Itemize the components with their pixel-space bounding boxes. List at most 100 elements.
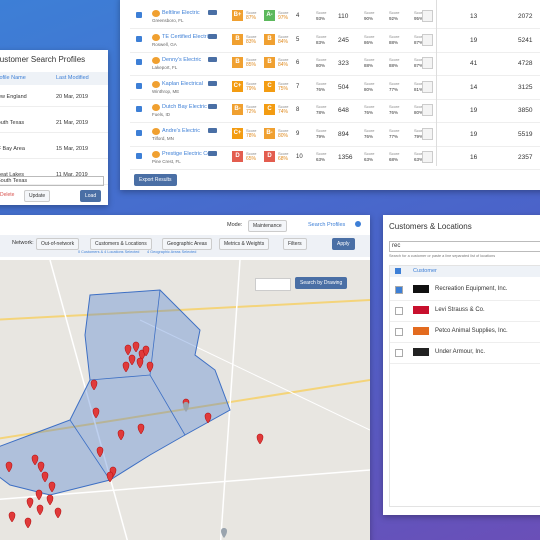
mode-select[interactable]: Maintenance bbox=[248, 220, 287, 232]
panel-title: Customers & Locations bbox=[389, 222, 472, 231]
score-label: Score bbox=[414, 57, 425, 62]
row-checkbox[interactable] bbox=[136, 59, 142, 65]
profile-name[interactable]: Great Lakes bbox=[0, 172, 24, 178]
score-label: Score bbox=[389, 33, 400, 39]
network-label: Network: bbox=[12, 240, 34, 246]
row-checkbox[interactable] bbox=[136, 12, 142, 18]
row-divider bbox=[0, 184, 108, 185]
company-name[interactable]: Prestige Electric Co bbox=[162, 151, 211, 157]
company-name[interactable]: Andre's Electric bbox=[162, 127, 201, 134]
column-header: Profile Name bbox=[0, 75, 26, 81]
metric-value: 14 bbox=[470, 83, 478, 91]
draw-button[interactable]: Search by Drawing bbox=[295, 277, 348, 289]
map-canvas[interactable] bbox=[0, 259, 370, 540]
company-name[interactable]: Denny's Electric bbox=[162, 57, 202, 63]
score-percent: 88% bbox=[364, 63, 374, 68]
company-logo bbox=[152, 104, 160, 111]
company-city: Fuels, ID bbox=[152, 112, 171, 117]
toolbar-button[interactable]: Apply bbox=[332, 238, 355, 250]
customer-logo bbox=[413, 348, 429, 356]
score-percent: 79% bbox=[414, 133, 424, 139]
location-pin bbox=[54, 507, 62, 519]
profile-name[interactable]: New England bbox=[0, 94, 27, 100]
row-divider bbox=[130, 145, 540, 147]
score-value: 84% bbox=[278, 38, 289, 45]
row-checkbox[interactable] bbox=[136, 82, 142, 89]
location-pin bbox=[96, 446, 104, 458]
score-label: Score bbox=[316, 104, 327, 109]
profiles-panel: Customer Search Profiles Profile Name Last… bbox=[0, 50, 108, 205]
network-select[interactable]: Out-of-network bbox=[36, 238, 80, 250]
score-percent: 83% bbox=[316, 39, 326, 45]
location-pin bbox=[8, 511, 16, 523]
row-checkbox[interactable] bbox=[395, 349, 403, 357]
toolbar-button[interactable]: Geographic Areas bbox=[162, 238, 213, 250]
score-label: Score bbox=[364, 151, 375, 156]
score-value: 74% bbox=[278, 109, 289, 115]
metric-value: 16 bbox=[470, 154, 478, 161]
company-logo bbox=[152, 57, 160, 64]
score-percent: 68% bbox=[389, 157, 399, 162]
row-checkbox[interactable] bbox=[395, 286, 403, 294]
utility-icon bbox=[422, 104, 433, 116]
row-checkbox[interactable] bbox=[136, 153, 142, 159]
company-name[interactable]: TE Certified Electric bbox=[162, 33, 211, 40]
toolbar-button[interactable]: Filters bbox=[283, 238, 307, 250]
utility-icon bbox=[422, 151, 433, 163]
location-pin bbox=[132, 341, 140, 353]
row-checkbox[interactable] bbox=[136, 129, 142, 136]
results-panel: Beltline Electric Greensboro, FL B+ Score 87… bbox=[120, 0, 540, 190]
zoom-controls[interactable] bbox=[255, 278, 291, 291]
score-percent: 77% bbox=[389, 133, 399, 139]
row-divider bbox=[130, 122, 540, 123]
header-row bbox=[389, 265, 540, 277]
row-checkbox[interactable] bbox=[395, 328, 403, 336]
row-divider bbox=[0, 106, 108, 107]
count-value: 648 bbox=[338, 107, 349, 114]
update-button[interactable]: Update bbox=[24, 190, 51, 202]
profile-input[interactable]: South Texas bbox=[0, 176, 104, 186]
score-label: Score bbox=[414, 80, 425, 86]
location-pin bbox=[41, 471, 49, 483]
company-name[interactable]: Kaplan Electrical bbox=[162, 80, 203, 87]
export-button[interactable]: Export Results bbox=[134, 174, 177, 186]
company-city: Winthrop, ME bbox=[152, 88, 180, 94]
load-button[interactable]: Load bbox=[80, 190, 102, 202]
company-logo bbox=[152, 80, 160, 88]
toolbar-button[interactable]: Customers & Locations bbox=[90, 238, 152, 250]
count-value: 323 bbox=[338, 60, 349, 67]
score-value: 83% bbox=[246, 38, 257, 45]
company-name[interactable]: Beltline Electric bbox=[162, 10, 200, 16]
grade-badge: B bbox=[264, 33, 275, 45]
score-label: Score bbox=[246, 151, 257, 156]
toolbar-button[interactable]: Metrics & Weights bbox=[219, 238, 270, 250]
score-label: Score bbox=[389, 80, 400, 86]
profile-name[interactable]: SF Bay Area bbox=[0, 146, 25, 152]
select-all-checkbox[interactable] bbox=[395, 268, 401, 274]
grade-badge: D bbox=[232, 151, 243, 162]
metric-value: 19 bbox=[470, 107, 478, 114]
selection-note: 0 Customers & 4 Locations Selected bbox=[78, 250, 140, 254]
company-name[interactable]: Dutch Bay Electric bbox=[162, 104, 207, 110]
customer-name[interactable]: Under Armour, Inc. bbox=[435, 349, 486, 355]
score-value: 84% bbox=[278, 62, 289, 68]
customer-name[interactable]: Petco Animal Supplies, Inc. bbox=[435, 328, 508, 334]
score-percent: 93% bbox=[316, 16, 326, 21]
customer-name[interactable]: Recreation Equipment, Inc. bbox=[435, 286, 508, 292]
elite-badge bbox=[208, 151, 217, 156]
row-checkbox[interactable] bbox=[136, 35, 142, 42]
search-input[interactable]: rec bbox=[389, 241, 540, 252]
score-label: Score bbox=[364, 57, 375, 62]
grade-badge: D bbox=[264, 151, 275, 162]
elite-badge bbox=[208, 33, 217, 39]
panel-title: Customer Search Profiles bbox=[0, 55, 86, 64]
customer-name[interactable]: Levi Strauss & Co. bbox=[435, 307, 485, 313]
profile-name[interactable]: South Texas bbox=[0, 120, 25, 126]
row-checkbox[interactable] bbox=[395, 307, 403, 315]
delete-button[interactable]: Delete bbox=[0, 192, 15, 198]
profile-date: 20 Mar, 2019 bbox=[56, 94, 89, 100]
search-profiles-link[interactable]: Search Profiles bbox=[308, 222, 346, 228]
score-label: Score bbox=[278, 33, 289, 39]
row-checkbox[interactable] bbox=[136, 106, 142, 112]
selection-note: 4 Geographic Areas Selected bbox=[147, 250, 197, 254]
